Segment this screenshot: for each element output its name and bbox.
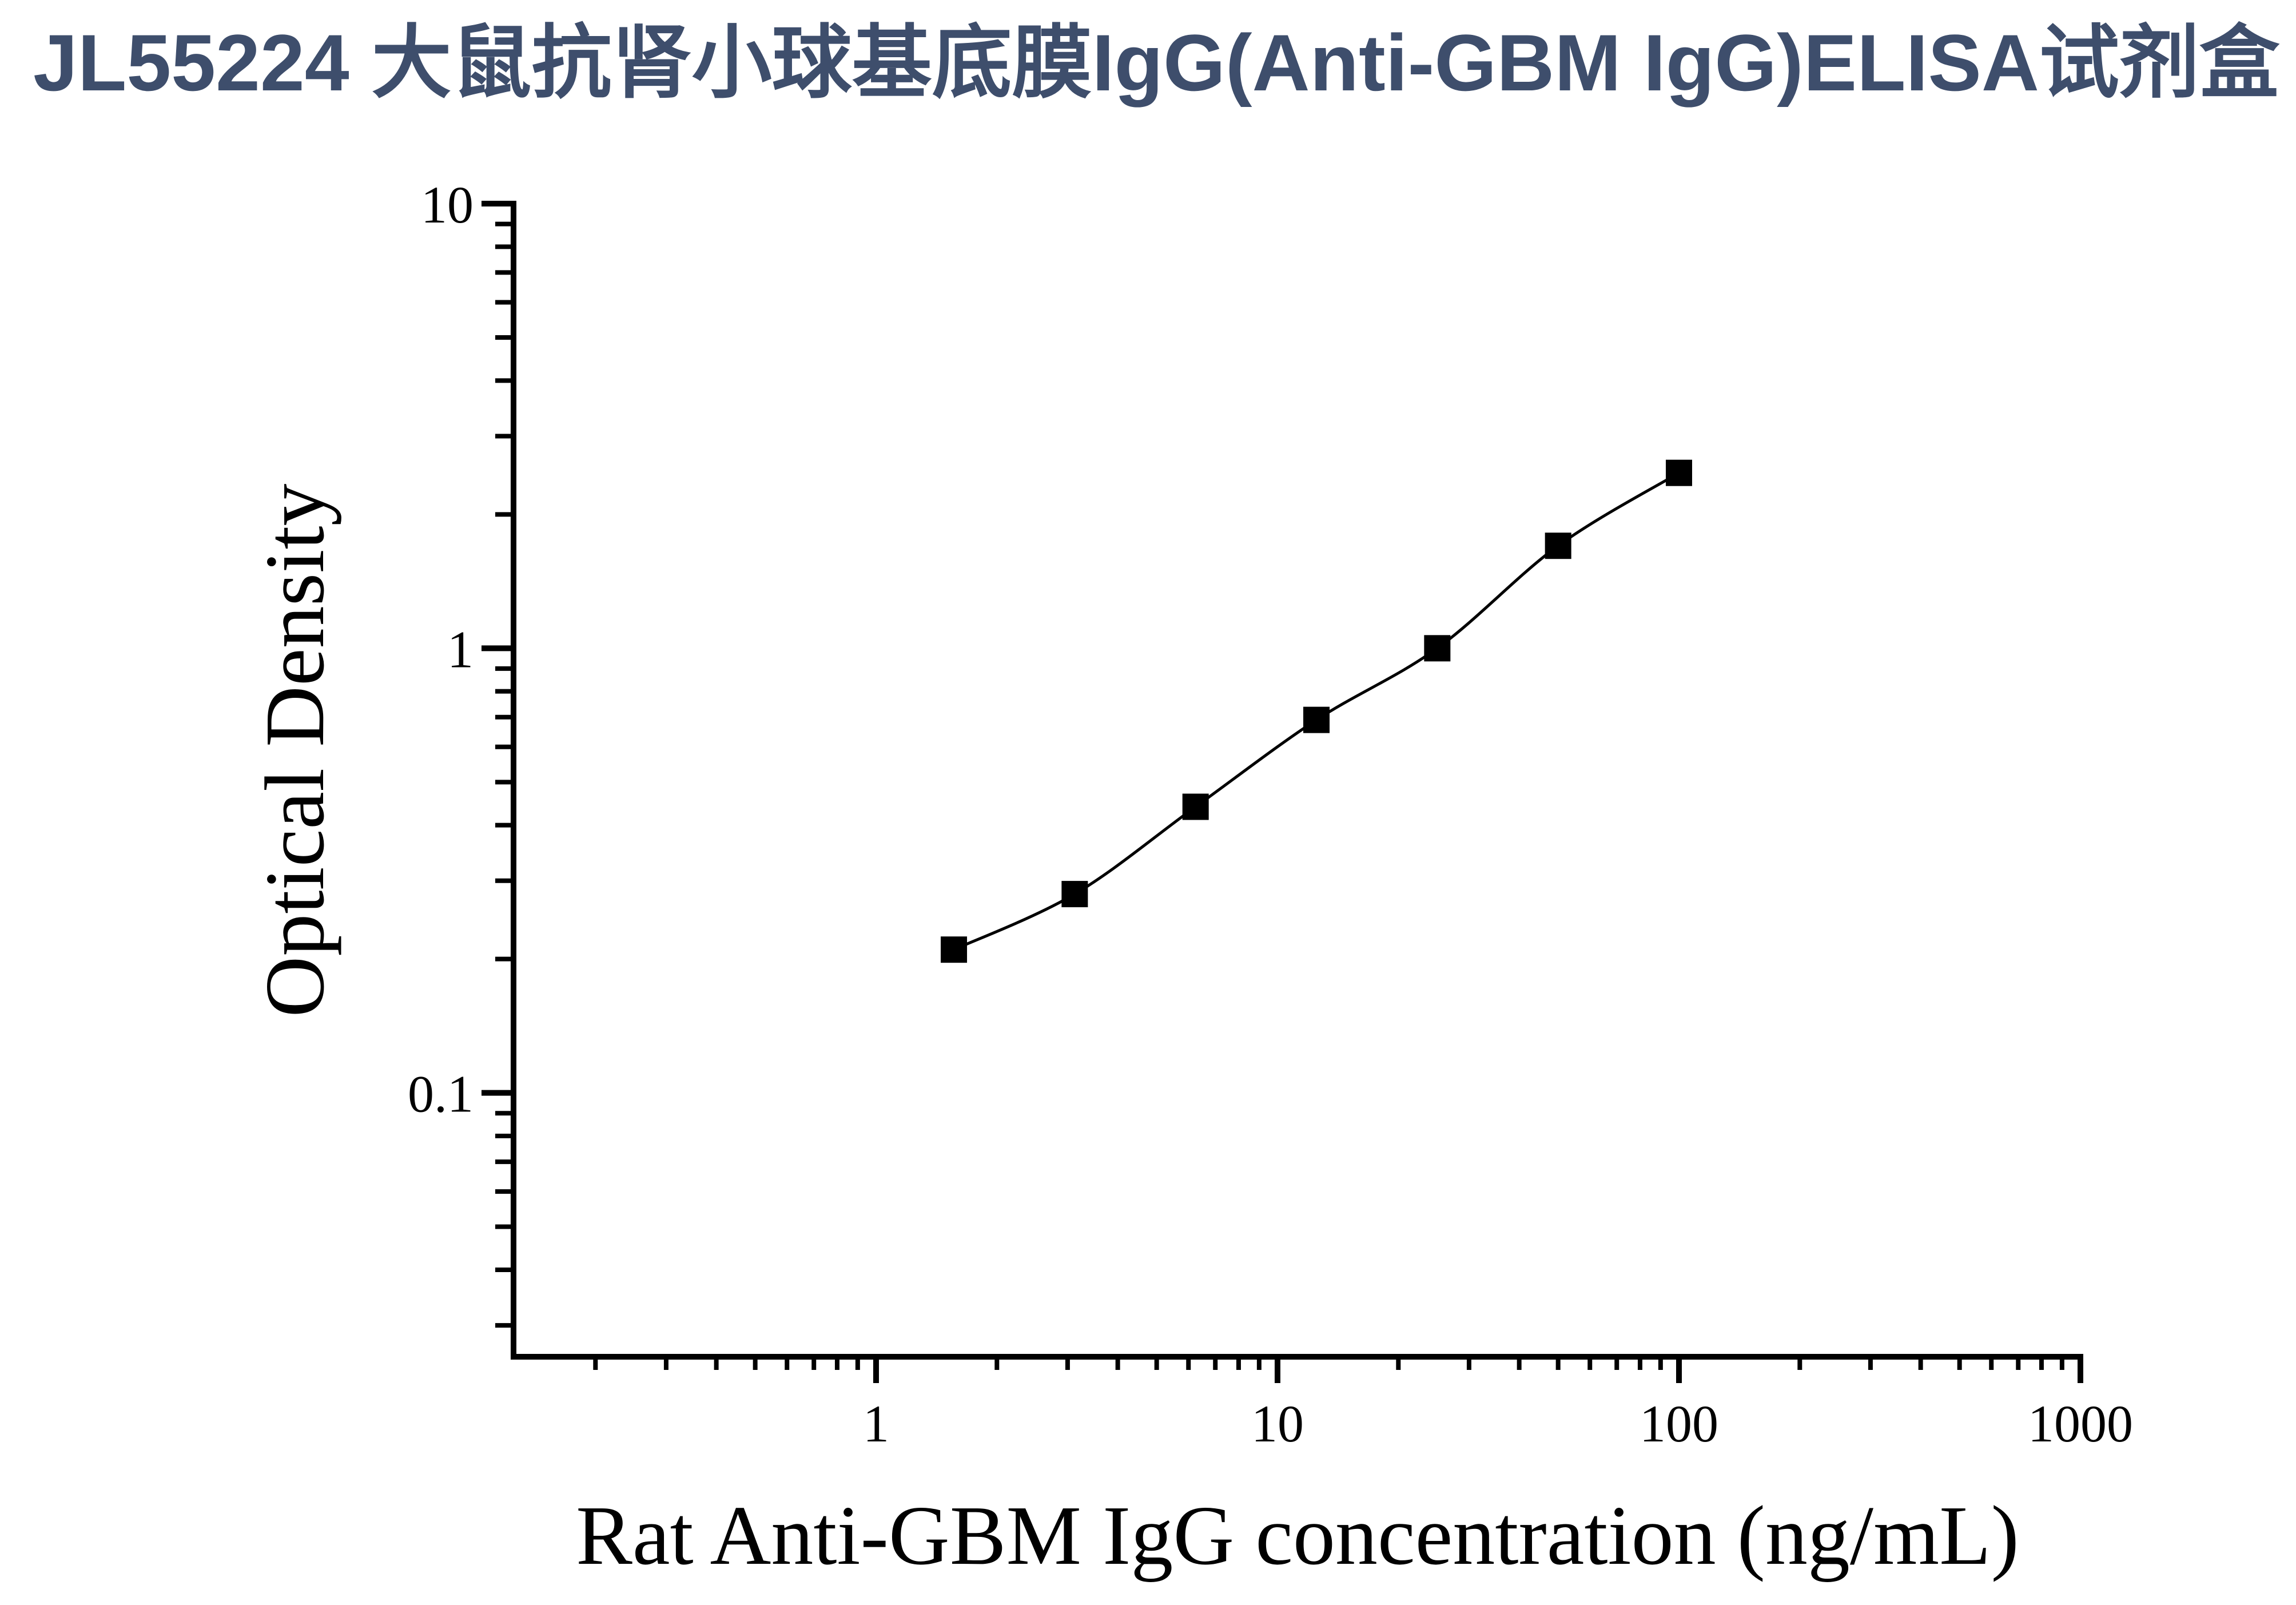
data-point-marker [1182, 793, 1209, 820]
page-title: JL55224 大鼠抗肾小球基底膜IgG(Anti-GBM IgG)ELISA试… [33, 18, 2279, 108]
data-point-marker [1061, 881, 1088, 908]
x-tick-label: 1 [863, 1395, 889, 1453]
y-tick-label: 10 [421, 176, 473, 234]
y-tick-label: 1 [447, 620, 473, 678]
y-axis-title: Optical Density [248, 483, 342, 1018]
data-point-marker [1424, 635, 1451, 662]
data-point-marker [941, 936, 968, 963]
x-tick-label: 1000 [2028, 1395, 2133, 1453]
data-point-marker [1545, 533, 1571, 559]
data-point-marker [1665, 459, 1692, 486]
x-axis-title: Rat Anti-GBM IgG concentration (ng/mL) [576, 1489, 2019, 1583]
x-tick-label: 100 [1640, 1395, 1718, 1453]
y-tick-label: 0.1 [408, 1065, 473, 1123]
data-point-marker [1303, 706, 1330, 733]
x-tick-label: 10 [1251, 1395, 1304, 1453]
